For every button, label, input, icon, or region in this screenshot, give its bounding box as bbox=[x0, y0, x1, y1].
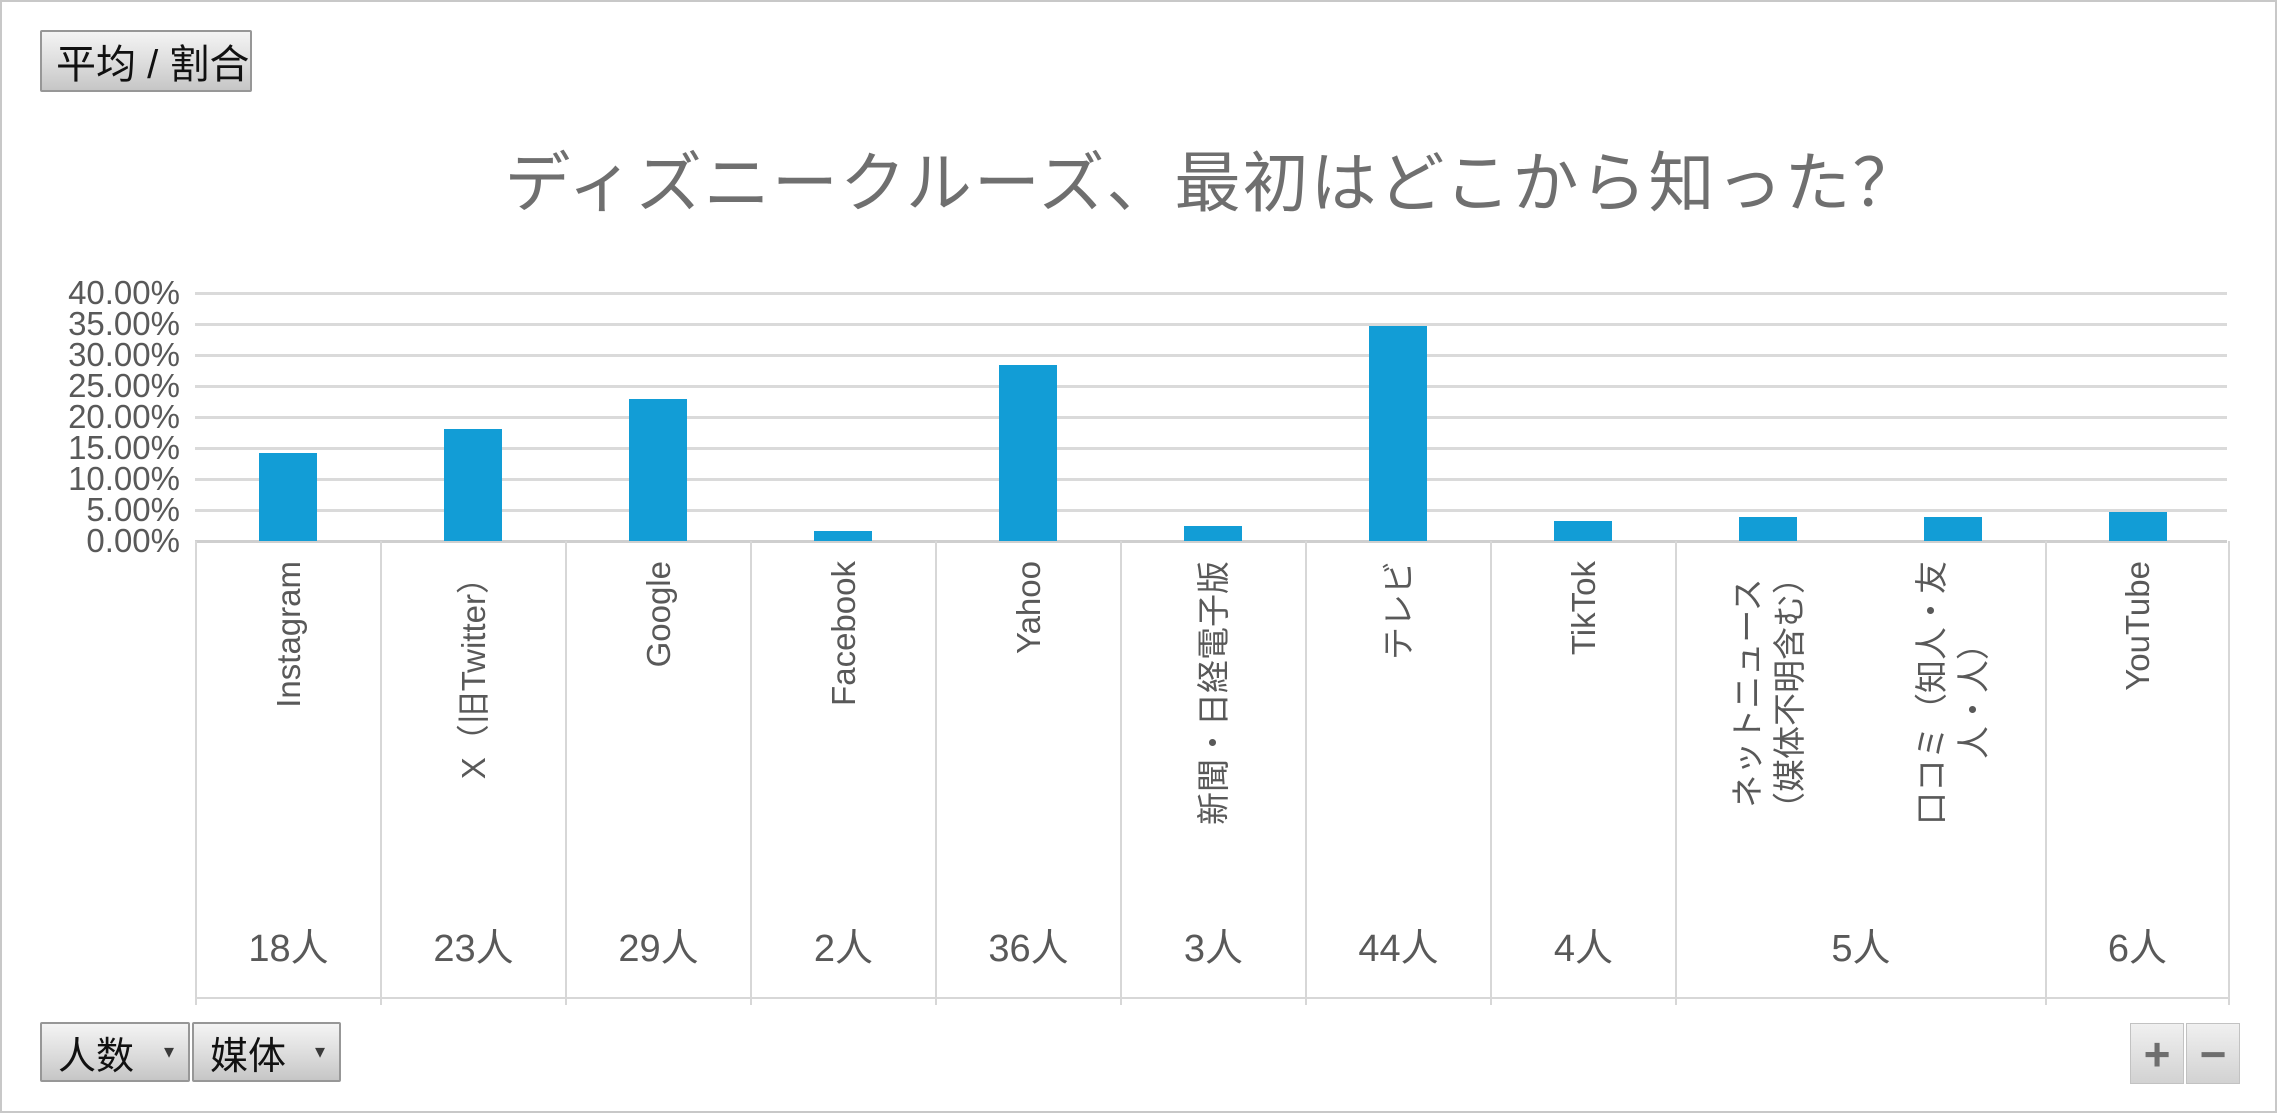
category-label-zone: Facebook bbox=[752, 561, 935, 901]
axis-bottom-line bbox=[195, 997, 2230, 999]
x-axis-category-label: ネットニュース （媒体不明含む） bbox=[1729, 561, 1808, 825]
y-axis-tick-label: 25.00% bbox=[68, 367, 180, 404]
category-label-zone: YouTube bbox=[2047, 561, 2228, 901]
chevron-down-icon: ▾ bbox=[163, 1041, 174, 1063]
rows-field-label: 人数 bbox=[58, 1035, 135, 1078]
category-count-label: 4人 bbox=[1553, 928, 1614, 970]
category-cell: Google 29人 bbox=[565, 541, 750, 1005]
bar-X（旧Twitter）[interactable] bbox=[443, 428, 502, 541]
gridline bbox=[195, 353, 2227, 357]
columns-field-button[interactable]: 媒体 ▾ bbox=[192, 1022, 341, 1082]
category-cell: X（旧Twitter） 23人 bbox=[380, 541, 565, 1005]
category-cell: Yahoo 36人 bbox=[935, 541, 1120, 1005]
category-label: 新聞・日経電子版 bbox=[1193, 561, 1235, 901]
category-cell: Facebook 2人 bbox=[750, 541, 935, 1005]
category-cell: YouTube 6人 bbox=[2045, 541, 2230, 1005]
gridline bbox=[195, 477, 2227, 481]
x-axis-category-label: Facebook bbox=[824, 561, 862, 706]
category-label-zone: Yahoo bbox=[937, 561, 1120, 901]
y-axis-tick-label: 35.00% bbox=[68, 305, 180, 342]
value-field-label: 平均 / 割合 bbox=[56, 43, 250, 87]
category-cell: 新聞・日経電子版 3人 bbox=[1120, 541, 1305, 1005]
category-count-label: 29人 bbox=[618, 928, 699, 970]
y-axis-tick-label: 10.00% bbox=[68, 460, 180, 497]
x-axis-category-label: TikTok bbox=[1564, 561, 1602, 656]
bar-YouTube[interactable] bbox=[2108, 511, 2167, 541]
category-label: 口コミ（知人・友 人・人） bbox=[1911, 561, 1995, 901]
y-axis-tick-label: 0.00% bbox=[86, 522, 180, 559]
category-count-label: 5人 bbox=[1831, 928, 1891, 970]
x-axis-category-label: テレビ bbox=[1379, 561, 1417, 660]
chevron-down-icon: ▾ bbox=[314, 1041, 325, 1063]
category-count-label: 44人 bbox=[1358, 928, 1439, 970]
chart-title: ディズニークルーズ、最初はどこから知った？ bbox=[504, 146, 1921, 220]
category-label: X（旧Twitter） bbox=[453, 561, 495, 901]
bar-TikTok[interactable] bbox=[1553, 521, 1612, 541]
x-axis-category-label: X（旧Twitter） bbox=[454, 561, 492, 780]
y-axis-tick-label: 40.00% bbox=[68, 274, 180, 311]
bar-新聞・日経電子版[interactable] bbox=[1183, 526, 1242, 541]
y-axis-tick-label: 20.00% bbox=[68, 398, 180, 435]
gridline bbox=[195, 291, 2227, 295]
bar-テレビ[interactable] bbox=[1368, 326, 1427, 541]
category-count-label: 2人 bbox=[813, 928, 874, 970]
value-field-button[interactable]: 平均 / 割合 bbox=[40, 30, 252, 92]
category-label-zone: テレビ bbox=[1307, 561, 1490, 901]
x-axis-category-label: Google bbox=[639, 561, 677, 668]
bar-Yahoo[interactable] bbox=[998, 365, 1057, 541]
category-label-zone: 新聞・日経電子版 bbox=[1122, 561, 1305, 901]
gridline bbox=[195, 384, 2227, 388]
category-label-zone: TikTok bbox=[1492, 561, 1675, 901]
category-cell: TikTok 4人 bbox=[1490, 541, 1675, 1005]
x-axis-category-label: 新聞・日経電子版 bbox=[1194, 561, 1232, 825]
category-cell: ネットニュース （媒体不明含む） 口コミ（知人・友 人・人） 5人 bbox=[1675, 541, 2045, 1005]
category-label: Instagram bbox=[268, 561, 310, 901]
x-axis-category-label: Instagram bbox=[269, 561, 307, 708]
category-label-zone: ネットニュース （媒体不明含む） 口コミ（知人・友 人・人） bbox=[1677, 561, 2045, 901]
expand-button[interactable]: + bbox=[2130, 1023, 2184, 1084]
category-cell: テレビ 44人 bbox=[1305, 541, 1490, 1005]
x-axis-category-label: Yahoo bbox=[1009, 561, 1047, 654]
y-axis-tick-label: 5.00% bbox=[86, 491, 180, 528]
category-cell: Instagram 18人 bbox=[195, 541, 380, 1005]
category-label: TikTok bbox=[1563, 561, 1605, 901]
category-label: テレビ bbox=[1378, 561, 1420, 901]
category-count-label: 23人 bbox=[433, 928, 514, 970]
category-label: YouTube bbox=[2117, 561, 2159, 901]
category-label: Yahoo bbox=[1008, 561, 1050, 901]
category-count-label: 36人 bbox=[988, 928, 1069, 970]
category-count-label: 18人 bbox=[248, 928, 329, 970]
x-axis-category-label: 口コミ（知人・友 人・人） bbox=[1913, 561, 1992, 825]
gridline bbox=[195, 322, 2227, 326]
plus-icon: + bbox=[2143, 1027, 2171, 1080]
category-count-label: 6人 bbox=[2107, 928, 2168, 970]
category-count-label: 3人 bbox=[1183, 928, 1244, 970]
gridline bbox=[195, 415, 2227, 419]
minus-icon: − bbox=[2199, 1027, 2227, 1080]
category-label-zone: X（旧Twitter） bbox=[382, 561, 565, 901]
category-label: Google bbox=[638, 561, 680, 901]
y-axis-tick-label: 30.00% bbox=[68, 336, 180, 373]
bar-Google[interactable] bbox=[628, 399, 687, 541]
bar-Instagram[interactable] bbox=[258, 453, 317, 541]
y-axis-tick-label: 15.00% bbox=[68, 429, 180, 466]
rows-field-button[interactable]: 人数 ▾ bbox=[40, 1022, 190, 1082]
gridline bbox=[195, 508, 2227, 512]
gridline bbox=[195, 446, 2227, 450]
bar-口コミ（知人・友人・人）[interactable] bbox=[1923, 516, 1982, 541]
bar-Facebook[interactable] bbox=[813, 531, 872, 541]
x-axis-category-label: YouTube bbox=[2118, 561, 2156, 691]
bar-ネットニュース（媒体不明含む）[interactable] bbox=[1738, 516, 1797, 541]
collapse-button[interactable]: − bbox=[2186, 1023, 2240, 1084]
category-label-zone: Instagram bbox=[197, 561, 380, 901]
columns-field-label: 媒体 bbox=[210, 1035, 287, 1078]
gridline bbox=[195, 539, 2227, 543]
category-label: Facebook bbox=[823, 561, 865, 901]
category-label: ネットニュース （媒体不明含む） bbox=[1727, 561, 1811, 901]
category-label-zone: Google bbox=[567, 561, 750, 901]
